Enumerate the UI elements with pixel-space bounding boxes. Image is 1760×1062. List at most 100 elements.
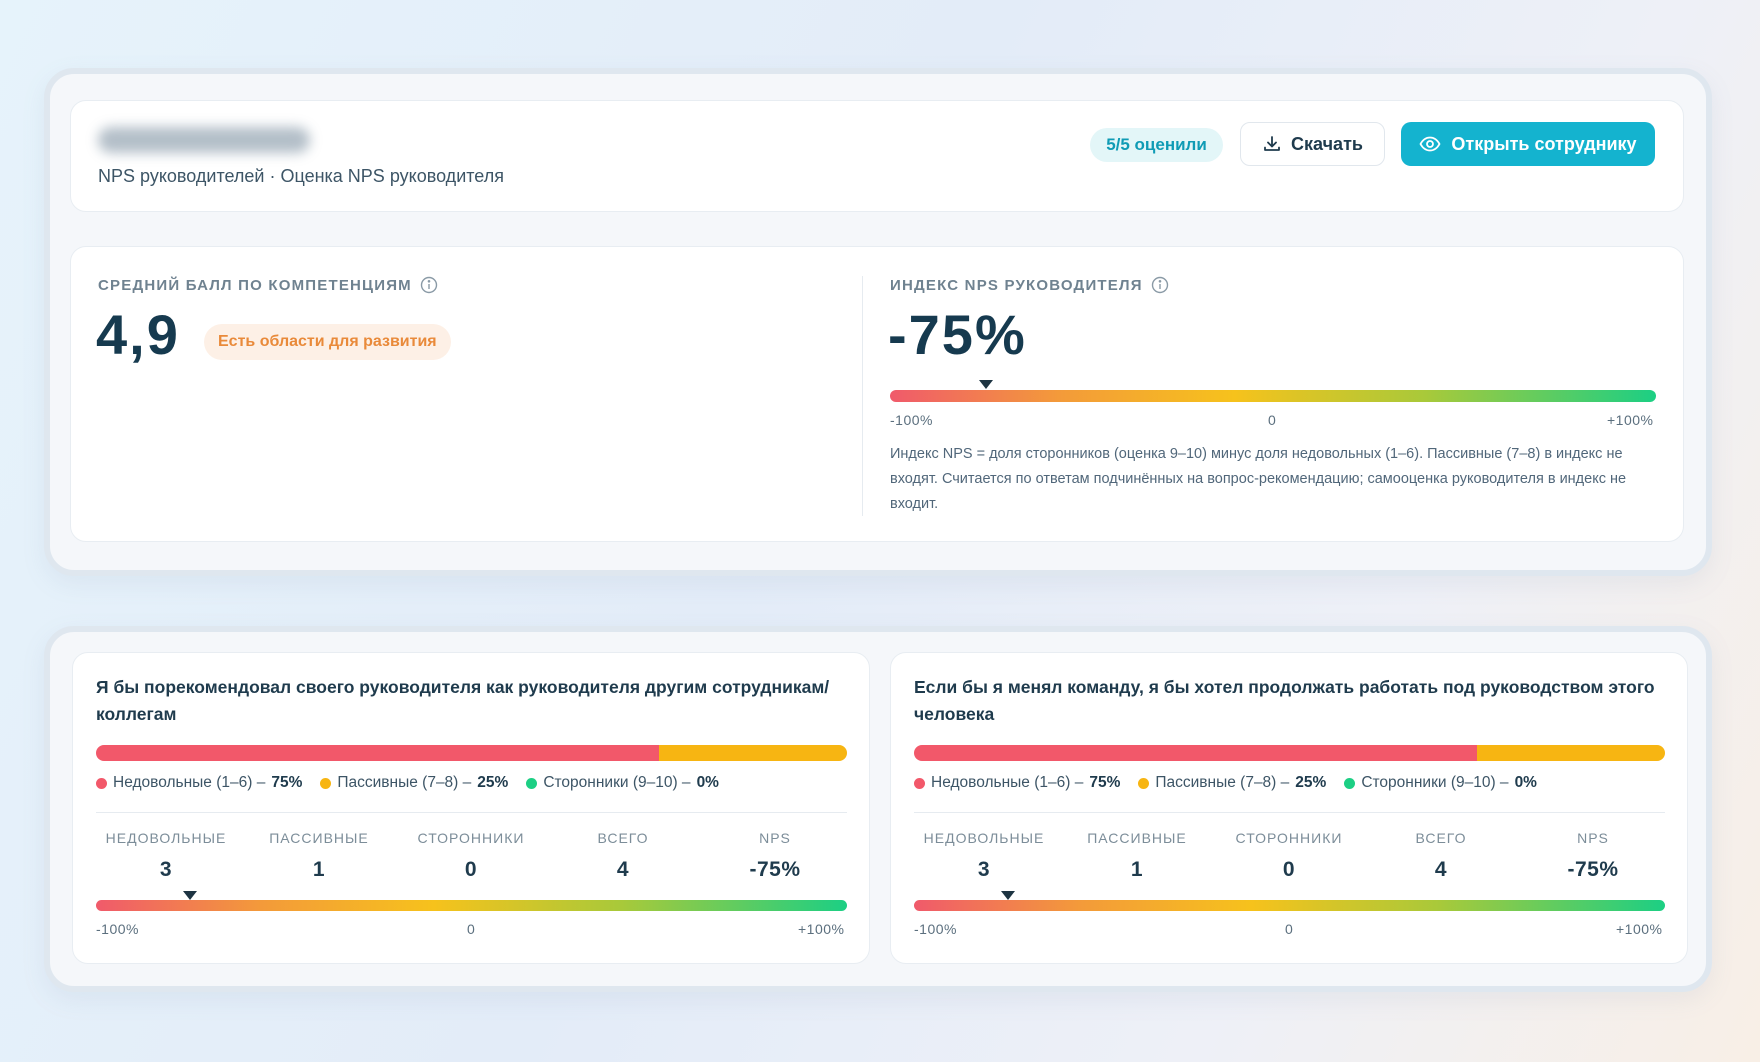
- stat-promoters: СТОРОННИКИ 0: [1213, 830, 1365, 882]
- legend-label: Недовольные (1–6) –: [931, 774, 1084, 791]
- stat-label: ПАССИВНЫЕ: [269, 830, 369, 846]
- stat-detractors: НЕДОВОЛЬНЫЕ 3: [908, 830, 1060, 882]
- legend-detractors: Недовольные (1–6) – 75%: [96, 774, 302, 792]
- stat-label: ПАССИВНЫЕ: [1087, 830, 1187, 846]
- stat-passives: ПАССИВНЫЕ 1: [243, 830, 395, 882]
- download-label: Скачать: [1291, 133, 1363, 154]
- stat-label: NPS: [1577, 830, 1609, 846]
- nps-label-text: ИНДЕКС NPS РУКОВОДИТЕЛЯ: [890, 276, 1143, 294]
- nps-explanation-note: Индекс NPS = доля сторонников (оценка 9–…: [890, 446, 1627, 512]
- stat-value: 3: [977, 858, 991, 881]
- scale-mid-label: 0: [1285, 921, 1294, 937]
- stat-label: НЕДОВОЛЬНЫЕ: [105, 830, 227, 846]
- legend-label: Пассивные (7–8) –: [337, 774, 472, 791]
- legend-passives: Пассивные (7–8) – 25%: [1138, 774, 1326, 792]
- stat-nps: NPS -75%: [699, 830, 851, 882]
- stat-label: ВСЕГО: [1415, 830, 1467, 846]
- stat-value: 0: [464, 858, 478, 881]
- scale-max-label: +100%: [798, 921, 845, 937]
- stat-value: 0: [1282, 858, 1296, 881]
- open-label: Открыть сотруднику: [1451, 133, 1637, 154]
- scale-min-label: -100%: [96, 921, 139, 937]
- stat-label: СТОРОННИКИ: [1235, 830, 1343, 846]
- legend-label: Недовольные (1–6) –: [113, 774, 266, 791]
- promoters-dot: [526, 777, 538, 789]
- open-to-employee-button[interactable]: Открыть сотруднику: [1401, 122, 1655, 166]
- eye-icon: [1419, 136, 1441, 152]
- employee-name-blurred: [98, 127, 310, 153]
- nps-index-label: ИНДЕКС NPS РУКОВОДИТЕЛЯ: [890, 276, 1169, 294]
- detractors-dot: [914, 777, 925, 789]
- stat-value: -75%: [749, 858, 801, 881]
- stat-passives: ПАССИВНЫЕ 1: [1061, 830, 1213, 882]
- legend-value: 25%: [477, 774, 509, 791]
- scale-min-label: -100%: [890, 412, 933, 428]
- legend-label: Сторонники (9–10) –: [1361, 774, 1509, 791]
- scale-mid-label: 0: [1268, 412, 1277, 428]
- legend-detractors: Недовольные (1–6) – 75%: [914, 774, 1120, 792]
- stat-label: NPS: [759, 830, 791, 846]
- stat-label: НЕДОВОЛЬНЫЕ: [923, 830, 1045, 846]
- stat-value: -75%: [1567, 858, 1619, 881]
- promoters-dot: [1344, 777, 1356, 789]
- legend-passives: Пассивные (7–8) – 25%: [320, 774, 508, 792]
- legend-label: Пассивные (7–8) –: [1155, 774, 1290, 791]
- development-badge: Есть области для развития: [204, 324, 451, 360]
- passives-dot: [320, 777, 332, 789]
- distribution-legend: Недовольные (1–6) – 75% Пассивные (7–8) …: [914, 774, 1537, 792]
- stat-total: ВСЕГО 4: [547, 830, 699, 882]
- question-title: Я бы порекомендовал своего руководителя …: [96, 677, 830, 724]
- question-card: [72, 652, 870, 964]
- info-icon[interactable]: [420, 276, 438, 294]
- passives-segment: [1477, 745, 1665, 761]
- nps-scale-marker: [978, 380, 993, 389]
- legend-value: 75%: [1089, 774, 1121, 791]
- legend-value: 25%: [1295, 774, 1327, 791]
- nps-scale-bar: [914, 900, 1665, 911]
- distribution-legend: Недовольные (1–6) – 75% Пассивные (7–8) …: [96, 774, 719, 792]
- scale-mid-label: 0: [467, 921, 476, 937]
- stat-value: 4: [1434, 858, 1448, 881]
- stat-promoters: СТОРОННИКИ 0: [395, 830, 547, 882]
- competency-label-text: СРЕДНИЙ БАЛЛ ПО КОМПЕТЕНЦИЯМ: [98, 276, 412, 294]
- rated-count-badge: 5/5 оценили: [1090, 128, 1223, 162]
- legend-promoters: Сторонники (9–10) – 0%: [526, 774, 719, 792]
- card-divider: [96, 812, 847, 813]
- detractors-segment: [914, 745, 1478, 761]
- detractors-dot: [96, 777, 107, 789]
- stat-value: 1: [312, 858, 326, 881]
- stat-label: СТОРОННИКИ: [417, 830, 525, 846]
- stat-value: 3: [159, 858, 173, 881]
- nps-scale-marker: [1000, 891, 1015, 900]
- nps-scale-bar: [96, 900, 847, 911]
- scale-max-label: +100%: [1616, 921, 1663, 937]
- metrics-divider: [862, 276, 863, 516]
- download-button[interactable]: Скачать: [1240, 122, 1385, 166]
- nps-index-value: -75%: [888, 303, 1027, 366]
- question-title: Если бы я менял команду, я бы хотел прод…: [914, 677, 1655, 724]
- answer-distribution-bar: [96, 745, 847, 761]
- detractors-segment: [96, 745, 660, 761]
- competency-score-label: СРЕДНИЙ БАЛЛ ПО КОМПЕТЕНЦИЯМ: [98, 276, 438, 294]
- download-icon: [1262, 134, 1282, 154]
- legend-promoters: Сторонники (9–10) – 0%: [1344, 774, 1537, 792]
- legend-label: Сторонники (9–10) –: [543, 774, 691, 791]
- stat-total: ВСЕГО 4: [1365, 830, 1517, 882]
- answer-distribution-bar: [914, 745, 1665, 761]
- question-card: [890, 652, 1688, 964]
- passives-dot: [1138, 777, 1150, 789]
- passives-segment: [659, 745, 847, 761]
- nps-scale-marker: [182, 891, 197, 900]
- nps-scale-bar: [890, 390, 1656, 402]
- stat-value: 4: [616, 858, 630, 881]
- legend-value: 75%: [271, 774, 303, 791]
- legend-value: 0%: [696, 774, 719, 791]
- competency-score-value: 4,9: [96, 303, 180, 366]
- card-divider: [914, 812, 1665, 813]
- stat-nps: NPS -75%: [1517, 830, 1669, 882]
- scale-max-label: +100%: [1607, 412, 1654, 428]
- stat-detractors: НЕДОВОЛЬНЫЕ 3: [90, 830, 242, 882]
- info-icon[interactable]: [1151, 276, 1169, 294]
- legend-value: 0%: [1514, 774, 1537, 791]
- scale-min-label: -100%: [914, 921, 957, 937]
